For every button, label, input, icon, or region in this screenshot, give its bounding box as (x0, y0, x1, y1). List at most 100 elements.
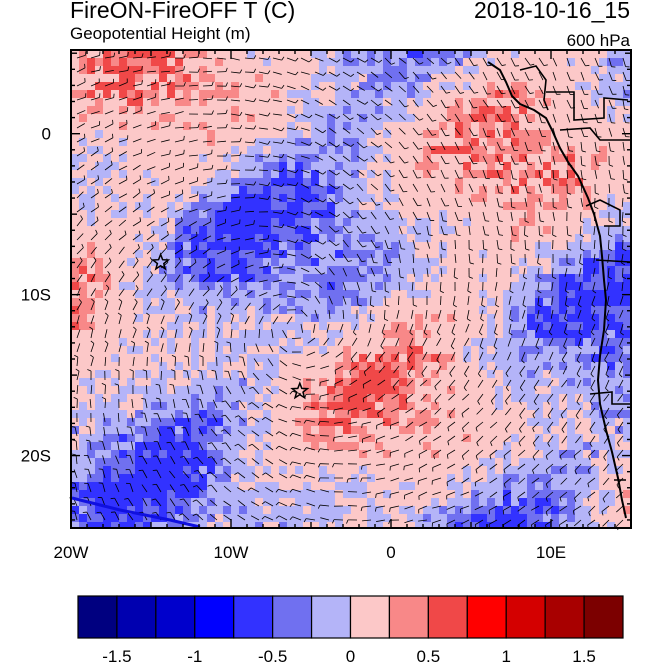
wind-barb (90, 55, 100, 59)
field-cell (327, 442, 335, 450)
field-cell (567, 154, 575, 162)
wind-barb-flag (235, 400, 240, 403)
wind-barb-flag (418, 133, 423, 136)
wind-barb (538, 127, 543, 137)
field-cell (487, 482, 495, 490)
wind-barb (419, 435, 428, 442)
field-cell (607, 354, 615, 362)
wind-barb (174, 166, 184, 171)
field-cell (263, 298, 271, 306)
colorbar-swatch (77, 595, 118, 639)
wind-barb (300, 309, 308, 317)
field-cell (271, 162, 279, 170)
wind-barb-flag (253, 68, 256, 73)
field-cell (583, 322, 591, 330)
field-cell (559, 522, 567, 528)
field-cell (207, 210, 215, 218)
colorbar-swatch (155, 595, 196, 639)
wind-barb (532, 421, 540, 429)
field-cell (399, 482, 407, 490)
field-cell (215, 466, 223, 474)
wind-barb (100, 511, 106, 521)
field-cell (519, 202, 527, 210)
field-cell (167, 282, 175, 290)
field-cell (319, 50, 327, 58)
wind-barb-flag (620, 332, 624, 336)
field-cell (383, 178, 391, 186)
wind-barb (196, 485, 204, 493)
wind-barb (510, 141, 515, 151)
field-cell (263, 330, 271, 338)
field-cell (239, 242, 247, 250)
field-cell (583, 506, 591, 514)
wind-barb-flag (525, 248, 530, 251)
wind-barb-flag (194, 470, 199, 472)
field-cell (199, 402, 207, 410)
wind-barb (174, 315, 179, 325)
wind-barb-flag (479, 331, 483, 336)
wind-barb-flag (309, 211, 313, 216)
field-cell (159, 58, 167, 66)
field-cell (247, 522, 255, 528)
field-cell (191, 354, 199, 362)
field-cell (255, 506, 263, 514)
wind-barb-flag (519, 387, 523, 392)
wind-barb (438, 309, 442, 319)
field-cell (295, 242, 303, 250)
field-cell (255, 434, 263, 442)
field-cell (623, 74, 631, 82)
field-cell (199, 498, 207, 506)
field-cell (223, 306, 231, 314)
field-cell (143, 394, 151, 402)
wind-barb (160, 329, 165, 339)
field-cell (495, 106, 503, 114)
wind-barb-flag (75, 368, 80, 372)
field-cell (263, 218, 271, 226)
field-cell (343, 178, 351, 186)
field-cell (607, 258, 615, 266)
field-cell (511, 346, 519, 354)
wind-barb-flag (605, 331, 609, 336)
wind-barb-flag (85, 425, 90, 428)
wind-barb (292, 363, 302, 367)
wind-barb (258, 85, 268, 88)
wind-barb (202, 343, 205, 353)
field-cell (359, 58, 367, 66)
field-cell (351, 490, 359, 498)
field-cell (127, 258, 135, 266)
field-cell (239, 418, 247, 426)
field-cell (479, 50, 487, 58)
field-cell (95, 394, 103, 402)
wind-barb (300, 281, 310, 286)
field-cell (231, 458, 239, 466)
field-cell (71, 514, 79, 522)
wind-barb (395, 337, 400, 347)
wind-barb (422, 337, 428, 347)
wind-barb (146, 329, 151, 339)
field-cell (455, 482, 463, 490)
wind-barb (348, 393, 358, 399)
field-cell (471, 194, 479, 202)
wind-barb (292, 420, 302, 423)
field-cell (215, 362, 223, 370)
field-cell (303, 234, 311, 242)
field-cell (615, 394, 623, 402)
field-cell (231, 194, 239, 202)
field-cell (583, 522, 591, 528)
field-cell (391, 90, 399, 98)
field-cell (335, 170, 343, 178)
field-cell (295, 170, 303, 178)
field-cell (263, 194, 271, 202)
field-cell (607, 226, 615, 234)
field-cell (567, 322, 575, 330)
wind-barb (606, 281, 610, 291)
field-cell (551, 322, 559, 330)
field-cell (503, 362, 511, 370)
field-cell (327, 74, 335, 82)
wind-barb (559, 505, 568, 512)
wind-barb (314, 281, 323, 289)
wind-barb-flag (281, 223, 285, 228)
field-cell (519, 370, 527, 378)
field-cell (391, 378, 399, 386)
field-cell (287, 274, 295, 282)
